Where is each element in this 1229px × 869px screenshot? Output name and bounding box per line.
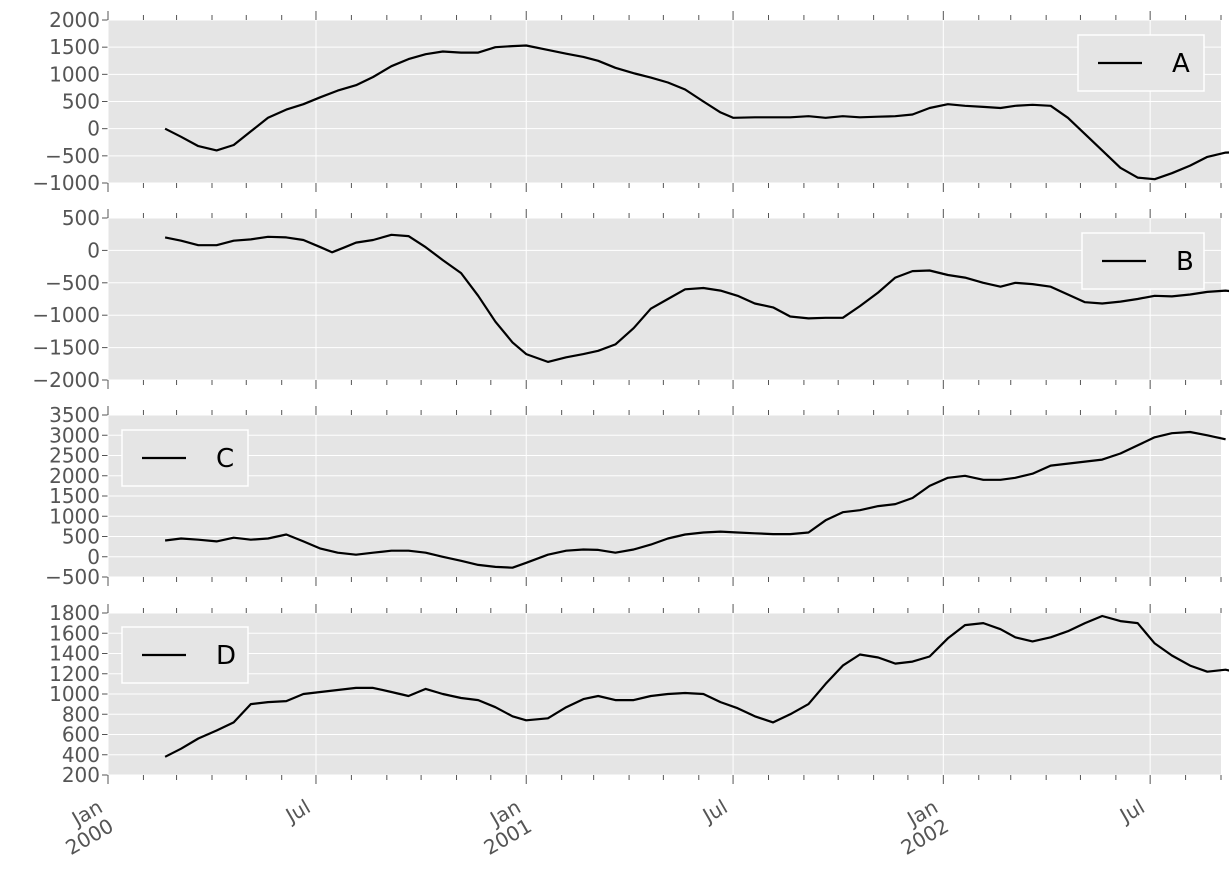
x-tick-label: Jul bbox=[280, 795, 315, 829]
x-tick-label: Jan2001 bbox=[469, 795, 536, 860]
legend-b: B bbox=[1081, 232, 1205, 290]
y-tick-label: 2000 bbox=[49, 8, 100, 32]
series-line-c bbox=[164, 430, 1226, 569]
y-tick-label: 500 bbox=[62, 206, 100, 230]
y-tick-label: 2000 bbox=[49, 464, 100, 488]
y-tick-label: −500 bbox=[45, 271, 100, 295]
y-tick-label: 1600 bbox=[49, 621, 100, 645]
x-tick-label-line: Jul bbox=[697, 795, 732, 829]
y-tick-label: 400 bbox=[62, 743, 100, 767]
y-tick-label: −500 bbox=[45, 144, 100, 168]
y-tick-label: 1500 bbox=[49, 35, 100, 59]
y-tick-label: 1000 bbox=[49, 682, 100, 706]
legend-label: D bbox=[216, 641, 236, 671]
y-tick-label: 1500 bbox=[49, 484, 100, 508]
legend-c: C bbox=[121, 429, 249, 487]
x-tick-label-line: Jul bbox=[1114, 795, 1149, 829]
y-tick-label: 0 bbox=[87, 238, 100, 262]
y-tick-label: 500 bbox=[62, 525, 100, 549]
y-tick-label: −1000 bbox=[32, 171, 100, 195]
plot-area-b bbox=[108, 218, 1221, 380]
x-tick-label: Jan2000 bbox=[50, 795, 117, 860]
y-tick-label: 0 bbox=[87, 117, 100, 141]
x-tick-label-line: Jul bbox=[280, 795, 315, 829]
y-tick-label: 1000 bbox=[49, 62, 100, 86]
y-tick-label: 600 bbox=[62, 723, 100, 747]
y-tick-label: 1800 bbox=[49, 601, 100, 625]
y-tick-label: 1000 bbox=[49, 504, 100, 528]
y-tick-label: 3000 bbox=[49, 423, 100, 447]
legend-d: D bbox=[121, 626, 249, 684]
legend-label: A bbox=[1172, 49, 1190, 79]
legend-label: B bbox=[1176, 247, 1194, 277]
series-line-a bbox=[164, 44, 1229, 181]
y-tick-label: 500 bbox=[62, 90, 100, 114]
y-tick-label: −2000 bbox=[32, 368, 100, 392]
y-tick-label: −1000 bbox=[32, 303, 100, 327]
legend-a: A bbox=[1077, 34, 1205, 92]
y-tick-label: −1500 bbox=[32, 336, 100, 360]
y-tick-label: 0 bbox=[87, 545, 100, 569]
y-tick-label: 800 bbox=[62, 702, 100, 726]
subplot-a: −1000 −500 0 500 1000 1500 2000 A bbox=[32, 8, 1229, 195]
y-tick-label: 200 bbox=[62, 763, 100, 787]
series-line-b bbox=[164, 233, 1229, 363]
series-line-d bbox=[164, 614, 1229, 758]
legend-label: C bbox=[216, 444, 234, 474]
x-tick-label: Jan2002 bbox=[886, 795, 953, 860]
y-tick-label: 1400 bbox=[49, 642, 100, 666]
x-tick-label: Jul bbox=[1114, 795, 1149, 829]
subplot-b: −2000 −1500 −1000 −500 0 500 B bbox=[32, 206, 1229, 392]
x-tick-label: Jul bbox=[697, 795, 732, 829]
y-tick-label: −500 bbox=[45, 565, 100, 589]
y-tick-label: 3500 bbox=[49, 403, 100, 427]
y-tick-label: 1200 bbox=[49, 662, 100, 686]
y-tick-label: 2500 bbox=[49, 444, 100, 468]
